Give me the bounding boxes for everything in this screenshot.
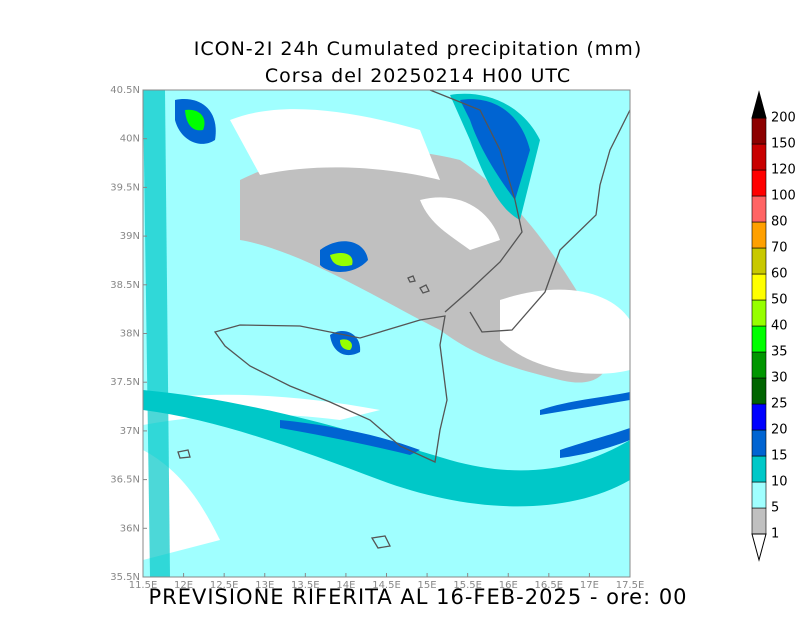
colorbar-segment — [751, 143, 767, 171]
lat-tick-label: 35.5N — [110, 572, 140, 583]
lat-tick-label: 40N — [120, 134, 140, 145]
colorbar-label: 20 — [771, 423, 788, 438]
lon-tick-label: 15.5E — [453, 580, 482, 591]
lon-tick-label: 12.5E — [210, 580, 239, 591]
colorbar-segment — [751, 325, 767, 353]
colorbar-segment — [751, 273, 767, 301]
colorbar-label: 100 — [771, 189, 796, 204]
colorbar-label: 40 — [771, 319, 788, 334]
title-line-2: Corsa del 20250214 H00 UTC — [265, 65, 571, 87]
colorbar-label: 10 — [771, 475, 788, 490]
lon-tick-label: 15E — [418, 580, 437, 591]
colorbar-segment — [751, 195, 767, 223]
lat-tick-label: 36.5N — [110, 475, 140, 486]
lon-tick-label: 17E — [580, 580, 599, 591]
lat-tick-label: 38N — [120, 329, 140, 340]
precip-field — [143, 90, 630, 577]
lat-tick-label: 38.5N — [110, 280, 140, 291]
lon-tick-label: 17.5E — [616, 580, 645, 591]
footer: PREVISIONE RIFERITA AL 16-FEB-2025 - ore… — [148, 585, 687, 609]
colorbar-segment — [751, 377, 767, 405]
lat-tick-label: 37N — [120, 426, 140, 437]
lon-tick-label: 11.5E — [129, 580, 158, 591]
colorbar-label: 200 — [771, 111, 796, 126]
lon-tick-label: 13E — [255, 580, 274, 591]
colorbar-label: 70 — [771, 241, 788, 256]
colorbar-under — [751, 533, 767, 562]
colorbar-segment — [751, 351, 767, 379]
lat-tick-label: 39.5N — [110, 182, 140, 193]
colorbar-label: 50 — [771, 293, 788, 308]
colorbar-segment — [751, 247, 767, 275]
colorbar-label: 15 — [771, 449, 788, 464]
colorbar-label: 60 — [771, 267, 788, 282]
colorbar-segment — [751, 117, 767, 145]
lon-tick-label: 16E — [499, 580, 518, 591]
lon-tick-label: 14E — [336, 580, 355, 591]
lon-tick-label: 13.5E — [291, 580, 320, 591]
colorbar-segment — [751, 299, 767, 327]
colorbar-label: 5 — [771, 501, 779, 516]
colorbar-segment — [751, 429, 767, 457]
colorbar-segment — [751, 455, 767, 483]
title-line-1: ICON-2I 24h Cumulated precipitation (mm) — [194, 38, 642, 60]
colorbar-segment — [751, 403, 767, 431]
colorbar-label: 35 — [771, 345, 788, 360]
lat-tick-label: 37.5N — [110, 377, 140, 388]
colorbar-segment — [751, 507, 767, 535]
colorbar-label: 1 — [771, 527, 779, 542]
colorbar-label: 150 — [771, 137, 796, 152]
colorbar-over — [751, 90, 767, 119]
lat-tick-label: 36N — [120, 523, 140, 534]
colorbar-segment — [751, 481, 767, 509]
colorbar-label: 120 — [771, 163, 796, 178]
colorbar-label: 80 — [771, 215, 788, 230]
colorbar-segment — [751, 221, 767, 249]
coastlines — [177, 89, 631, 549]
lon-tick-label: 12E — [174, 580, 193, 591]
colorbar-segment — [751, 169, 767, 197]
colorbar-label: 25 — [771, 397, 788, 412]
lat-tick-label: 39N — [120, 231, 140, 242]
lon-tick-label: 16.5E — [535, 580, 564, 591]
colorbar-label: 30 — [771, 371, 788, 386]
lon-tick-label: 14.5E — [372, 580, 401, 591]
lat-tick-label: 40.5N — [110, 85, 140, 96]
